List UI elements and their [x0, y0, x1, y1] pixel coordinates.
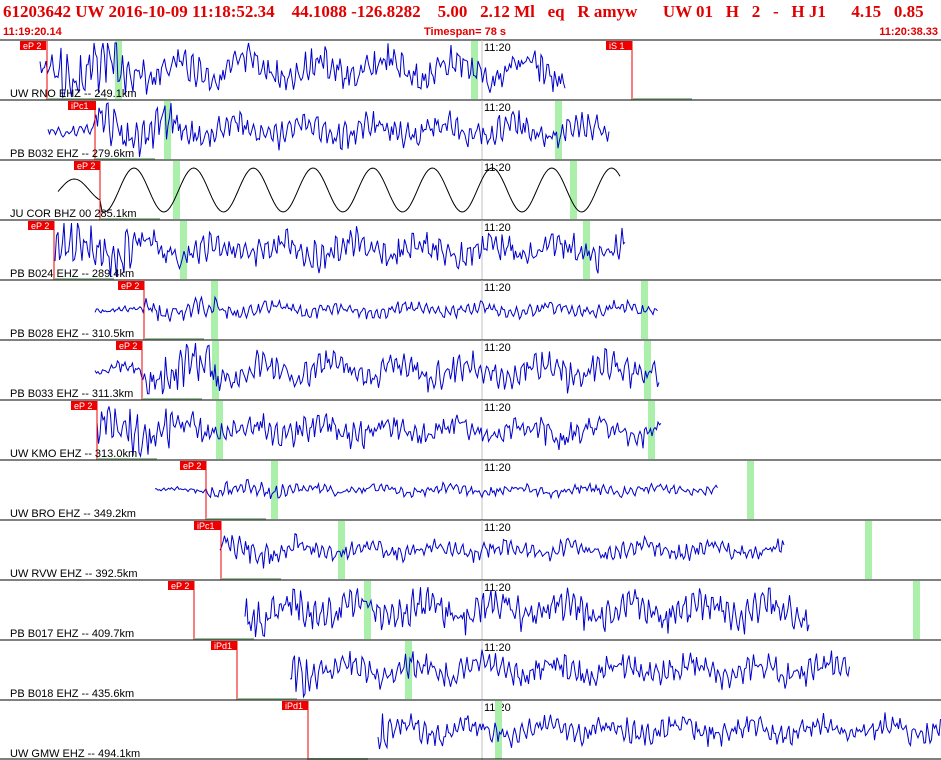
waveform-trace [57, 167, 621, 213]
s-arrival-marker [641, 281, 648, 339]
pick-label: eP 2 [183, 461, 201, 471]
s-arrival-marker [555, 101, 562, 159]
minute-label: 11:20 [484, 342, 511, 354]
station-label: UW RNO EHZ -- 249.1km [10, 88, 137, 100]
s-arrival-marker [570, 161, 577, 219]
pick-box [74, 161, 100, 170]
station-label: JU COR BHZ 00 285.1km [10, 208, 137, 220]
waveform-trace [377, 712, 941, 750]
pick-box [194, 521, 221, 530]
pick-label: iPd1 [214, 641, 232, 651]
minute-label: 11:20 [484, 462, 511, 474]
pick-label: eP 2 [77, 161, 95, 171]
waveform-trace [54, 222, 626, 278]
waveform-trace [47, 102, 610, 158]
pick-box [28, 221, 54, 230]
pick-box [168, 581, 194, 590]
start-time: 11:19:20.14 [3, 26, 62, 38]
station-label: PB B018 EHZ -- 435.6km [10, 688, 134, 700]
s-arrival-marker [644, 341, 651, 399]
pick-label: iS 1 [609, 41, 625, 51]
s-arrival-marker [115, 41, 122, 99]
s-arrival-marker [180, 221, 187, 279]
s-arrival-marker [216, 401, 223, 459]
waveform-trace [96, 406, 662, 458]
minute-label: 11:20 [484, 582, 511, 594]
pick-box [118, 281, 144, 290]
pick-box [606, 41, 632, 50]
pick-box [282, 701, 308, 710]
pick-box [180, 461, 206, 470]
station-label: UW GMW EHZ -- 494.1km [10, 748, 140, 760]
s-arrival-marker [211, 281, 218, 339]
s-arrival-marker [338, 521, 345, 579]
pick-label: iPc1 [71, 101, 89, 111]
pick-box [211, 641, 237, 650]
event-title: 61203642 UW 2016-10-09 11:18:52.34 44.10… [3, 2, 924, 21]
station-label: PB B024 EHZ -- 289.4km [10, 268, 134, 280]
waveform-trace [155, 478, 718, 500]
s-arrival-marker [471, 41, 478, 99]
station-label: UW KMO EHZ -- 313.0km [10, 448, 137, 460]
station-label: UW BRO EHZ -- 349.2km [10, 508, 136, 520]
s-arrival-marker [747, 461, 754, 519]
minute-label: 11:20 [484, 282, 511, 294]
pick-box [68, 101, 96, 110]
pick-label: eP 2 [31, 221, 49, 231]
pick-box [71, 401, 97, 410]
pick-label: eP 2 [74, 401, 92, 411]
s-arrival-marker [648, 401, 655, 459]
minute-label: 11:20 [484, 522, 511, 534]
pick-box [20, 41, 46, 50]
end-time: 11:20:38.33 [879, 26, 938, 38]
header-bar: 61203642 UW 2016-10-09 11:18:52.34 44.10… [0, 0, 941, 40]
waveform-trace [94, 342, 660, 395]
station-label: PB B017 EHZ -- 409.7km [10, 628, 134, 640]
minute-label: 11:20 [484, 102, 511, 114]
pick-box [116, 341, 142, 350]
pick-label: iPd1 [285, 701, 303, 711]
s-arrival-marker [271, 461, 278, 519]
pick-label: iPc1 [197, 521, 215, 531]
s-arrival-marker [495, 701, 502, 759]
waveform-trace [244, 586, 810, 638]
station-label: UW RVW EHZ -- 392.5km [10, 568, 138, 580]
minute-label: 11:20 [484, 162, 511, 174]
timespan-label: Timespan= 78 s [424, 26, 507, 38]
waveform-trace [94, 295, 658, 322]
pick-label: eP 2 [119, 341, 137, 351]
minute-label: 11:20 [484, 642, 511, 654]
station-label: PB B032 EHZ -- 279.6km [10, 148, 134, 160]
s-arrival-marker [173, 161, 180, 219]
waveform-trace [219, 533, 785, 569]
station-label: PB B033 EHZ -- 311.3km [10, 388, 133, 400]
station-label: PB B028 EHZ -- 310.5km [10, 328, 134, 340]
minute-label: 11:20 [484, 42, 511, 54]
pick-label: eP 2 [171, 581, 189, 591]
s-arrival-marker [865, 521, 872, 579]
minute-label: 11:20 [484, 222, 511, 234]
s-arrival-marker [913, 581, 920, 639]
minute-label: 11:20 [484, 402, 511, 414]
s-arrival-marker [364, 581, 371, 639]
pick-label: eP 2 [23, 41, 41, 51]
waveform-trace [290, 649, 850, 699]
s-arrival-marker [405, 641, 412, 699]
waveform-trace [39, 42, 566, 98]
pick-label: eP 2 [121, 281, 139, 291]
